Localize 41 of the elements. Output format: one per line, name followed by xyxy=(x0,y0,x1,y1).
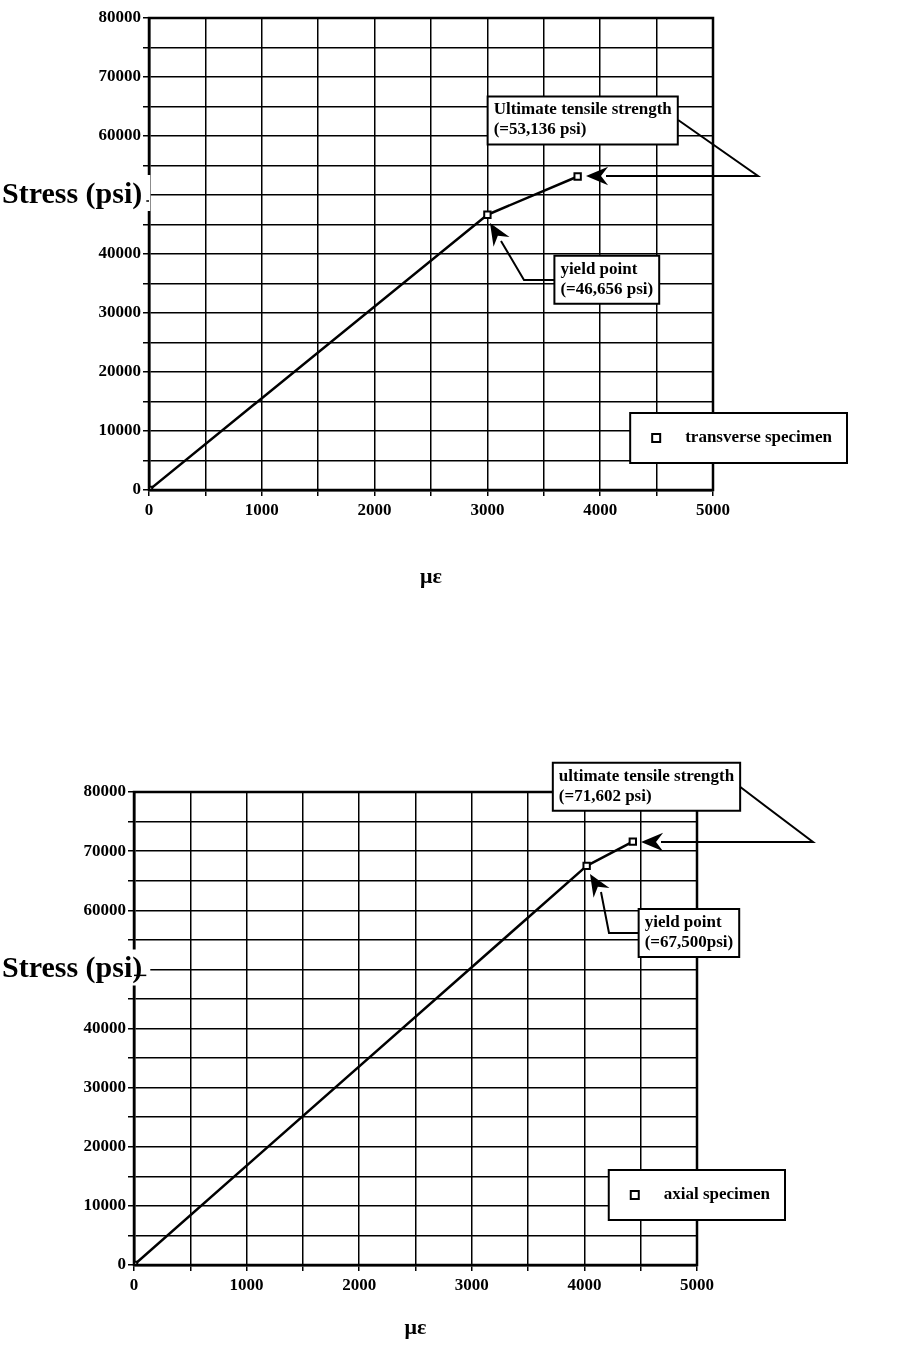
legend-label: transverse specimen xyxy=(685,427,833,447)
y-tick-label: 20000 xyxy=(98,361,141,381)
annotation: yield point (=67,500psi) xyxy=(644,911,734,951)
y-tick-label: 60000 xyxy=(83,899,126,919)
y-tick-label: 40000 xyxy=(83,1017,126,1037)
point xyxy=(582,861,591,871)
y-tick-label: 80000 xyxy=(98,7,141,27)
y-tick-label: 70000 xyxy=(98,66,141,86)
annotation: Ultimate tensile strength (=53,136 psi) xyxy=(493,99,673,139)
y-axis-title: Stress (psi) xyxy=(2,175,143,210)
y-tick-label: 70000 xyxy=(83,840,126,860)
x-axis-title: με xyxy=(420,562,442,588)
y-tick-label: 60000 xyxy=(98,125,141,145)
y-tick-label: 80000 xyxy=(83,781,126,801)
x-tick-label: 5000 xyxy=(696,499,730,519)
y-tick-label: 10000 xyxy=(98,420,141,440)
x-tick-label: 0 xyxy=(144,499,154,519)
y-tick-label: 30000 xyxy=(83,1077,126,1097)
x-tick-label: 3000 xyxy=(454,1274,489,1294)
legend-label: axial specimen xyxy=(663,1184,771,1204)
x-tick-label: 4000 xyxy=(583,499,618,519)
y-tick-label: 0 xyxy=(132,479,141,499)
annotation: yield point (=46,656 psi) xyxy=(560,258,654,298)
x-tick-label: 1000 xyxy=(229,1274,264,1294)
x-tick-label: 2000 xyxy=(357,499,392,519)
point xyxy=(628,837,637,846)
x-axis-title: με xyxy=(404,1313,427,1339)
point xyxy=(483,210,492,219)
x-tick-label: 1000 xyxy=(244,499,279,519)
y-tick-label: 30000 xyxy=(98,302,141,322)
point xyxy=(573,172,582,181)
y-tick-label: 40000 xyxy=(98,243,141,263)
y-tick-label: 10000 xyxy=(83,1195,126,1215)
annotation: ultimate tensile strength (=71,602 psi) xyxy=(558,765,735,805)
y-tick-label: 20000 xyxy=(83,1136,126,1156)
x-tick-label: 4000 xyxy=(567,1274,602,1294)
x-tick-label: 5000 xyxy=(680,1274,714,1294)
y-tick-label: 0 xyxy=(117,1254,126,1274)
y-axis-title: Stress (psi) xyxy=(2,950,143,985)
x-tick-label: 2000 xyxy=(342,1274,377,1294)
x-tick-label: 3000 xyxy=(470,499,505,519)
